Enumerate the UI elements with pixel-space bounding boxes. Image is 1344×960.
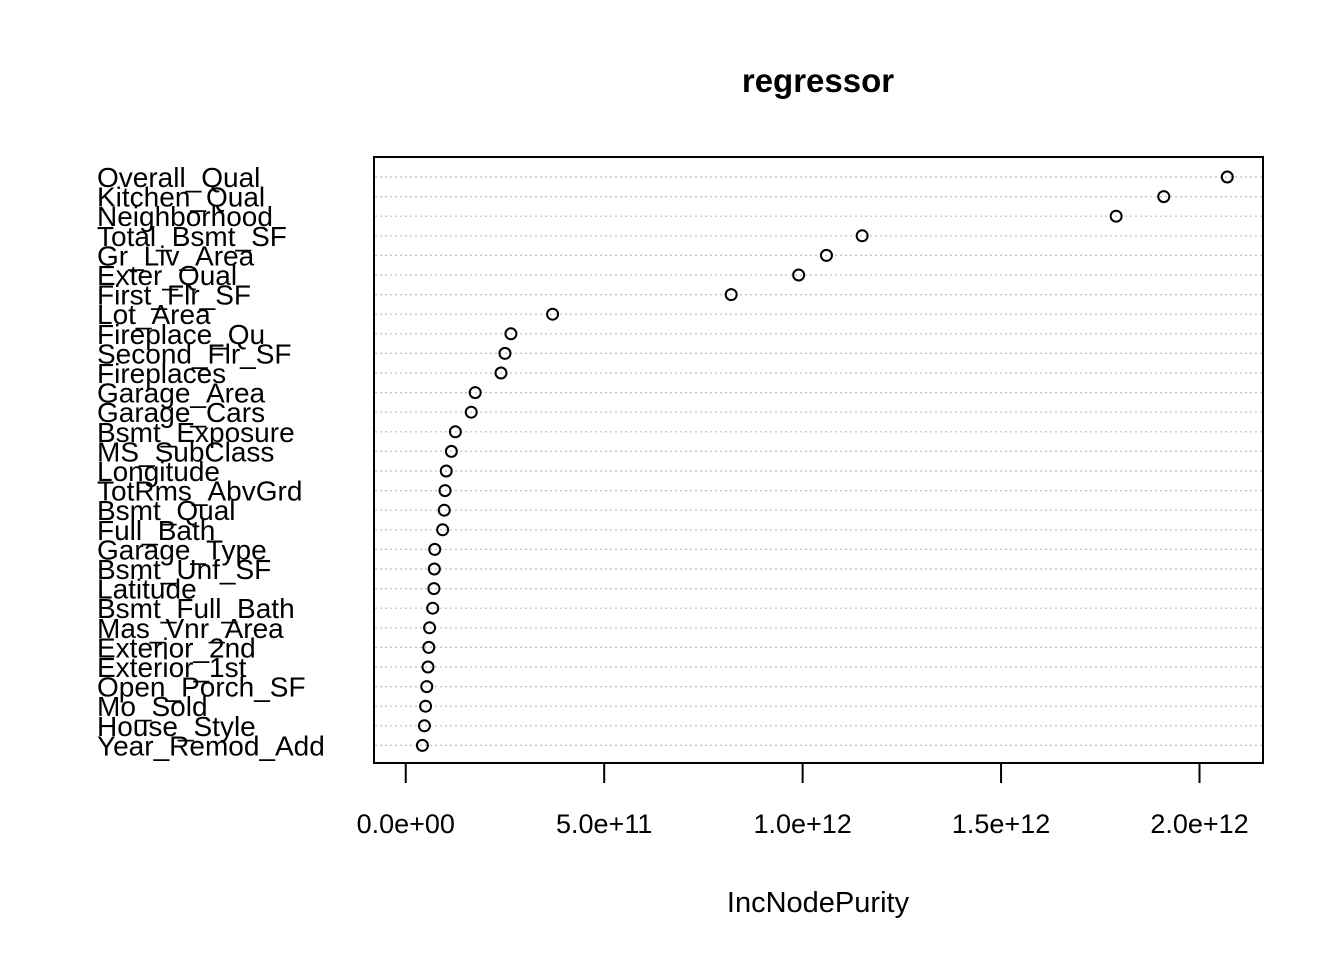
x-tick-label: 2.0e+12: [1150, 809, 1248, 839]
plot-area: [373, 156, 1264, 764]
data-point: [792, 268, 806, 282]
data-point: [422, 640, 436, 654]
data-point: [419, 699, 433, 713]
data-point: [428, 542, 442, 556]
category-label: House_Style: [97, 711, 256, 742]
category-label: Exterior_1st: [97, 652, 247, 683]
chart-title: regressor: [742, 62, 894, 99]
data-point: [464, 405, 478, 419]
data-point: [1220, 170, 1234, 184]
data-point: [437, 503, 451, 517]
data-point: [426, 601, 440, 615]
category-label: Exter_Qual: [97, 260, 237, 291]
data-point: [427, 562, 441, 576]
x-axis: 0.0e+00 5.0e+11 1.0e+12 1.5e+12 2.0e+12: [357, 762, 1249, 839]
data-point: [1157, 190, 1171, 204]
category-label: Exterior_2nd: [97, 632, 256, 663]
data-point: [1109, 209, 1123, 223]
category-label: First_Flr_SF: [97, 280, 251, 311]
data-point: [546, 307, 560, 321]
grid-lines: [375, 176, 1262, 747]
data-points: [415, 170, 1234, 752]
data-point: [421, 660, 435, 674]
x-tick-label: 0.0e+00: [357, 809, 455, 839]
data-point: [448, 425, 462, 439]
category-label: MS_SubClass: [97, 436, 274, 467]
category-label: Garage_Type: [97, 534, 267, 565]
x-tick-label: 5.0e+11: [556, 809, 652, 839]
data-point: [498, 346, 512, 360]
data-point: [439, 464, 453, 478]
category-label: Bsmt_Full_Bath: [97, 593, 295, 624]
category-label: Garage_Cars: [97, 397, 265, 428]
category-label: Fireplace_Qu: [97, 319, 265, 350]
category-label: Mo_Sold: [97, 691, 208, 722]
category-labels: Overall_QualKitchen_QualNeighborhoodTota…: [97, 162, 325, 761]
data-point: [724, 288, 738, 302]
category-label: Second_Flr_SF: [97, 338, 292, 369]
data-point: [417, 719, 431, 733]
category-label: Year_Remod_Add: [97, 730, 325, 761]
data-point: [819, 248, 833, 262]
x-tick-label: 1.0e+12: [753, 809, 851, 839]
data-point: [494, 366, 508, 380]
data-point: [504, 327, 518, 341]
data-point: [427, 582, 441, 596]
data-point: [855, 229, 869, 243]
category-label: Total_Bsmt_SF: [97, 221, 287, 252]
category-label: Gr_Liv_Area: [97, 240, 255, 271]
data-point: [468, 386, 482, 400]
category-label: Neighborhood: [97, 201, 273, 232]
category-label: Bsmt_Unf_SF: [97, 554, 271, 585]
category-label: Longitude: [97, 456, 220, 487]
category-label: Mas_Vnr_Area: [97, 613, 284, 644]
data-point: [436, 523, 450, 537]
category-label: Full_Bath: [97, 515, 215, 546]
category-label: Fireplaces: [97, 358, 226, 389]
category-label: Latitude: [97, 574, 197, 605]
x-tick-label: 1.5e+12: [952, 809, 1050, 839]
category-label: Kitchen_Qual: [97, 182, 265, 213]
data-point: [423, 621, 437, 635]
data-point: [444, 444, 458, 458]
data-point: [415, 738, 429, 752]
category-label: TotRms_AbvGrd: [97, 476, 302, 507]
category-label: Overall_Qual: [97, 162, 260, 193]
category-label: Garage_Area: [97, 378, 266, 409]
category-label: Open_Porch_SF: [97, 672, 306, 703]
data-point: [438, 484, 452, 498]
category-label: Bsmt_Qual: [97, 495, 236, 526]
category-label: Lot_Area: [97, 299, 211, 330]
data-point: [420, 680, 434, 694]
category-label: Bsmt_Exposure: [97, 417, 295, 448]
x-axis-label: IncNodePurity: [727, 887, 910, 919]
